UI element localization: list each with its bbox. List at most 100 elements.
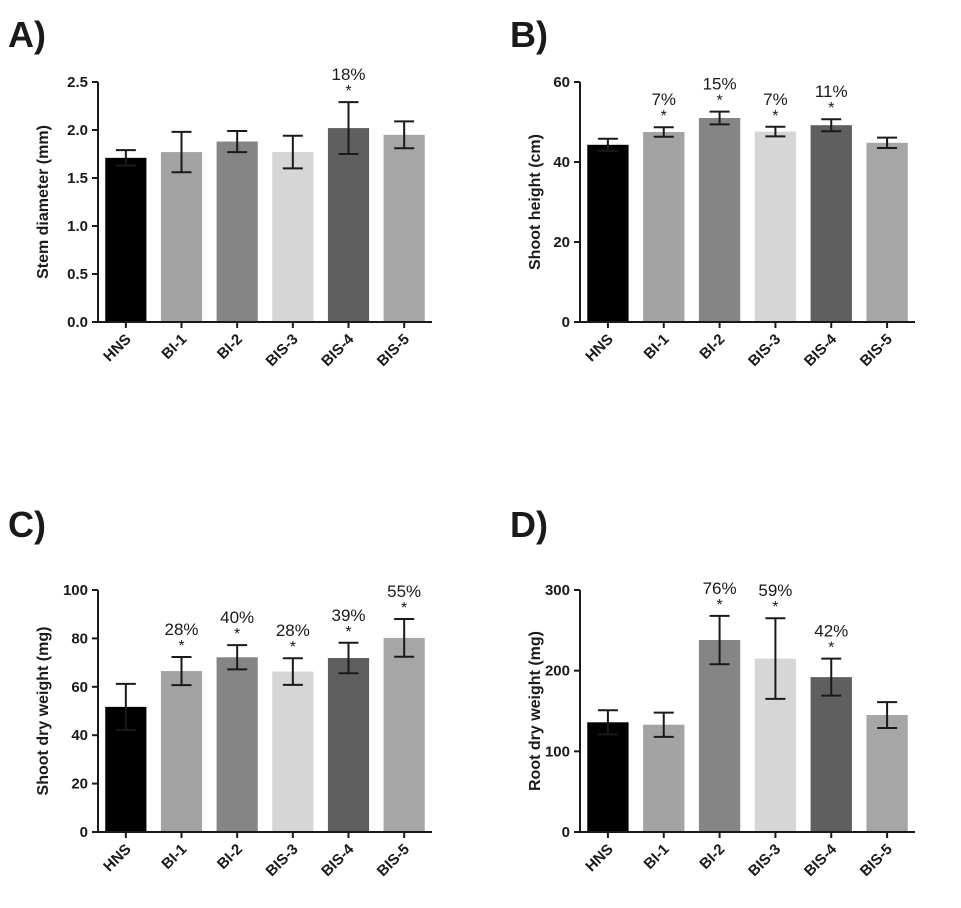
percent-change-label: 7% [763,90,788,109]
bar-hns [105,157,147,322]
significance-star: * [178,638,184,655]
x-tick-label: BI-2 [696,841,728,873]
bar-bis-5 [866,715,908,832]
significance-star: * [772,108,778,125]
bar-bi-2 [216,141,258,322]
percent-change-label: 15% [703,75,737,94]
bar-bi-1 [643,724,685,832]
significance-star: * [345,624,351,641]
percent-change-label: 76% [703,579,737,598]
y-tick-label: 60 [71,679,88,696]
y-tick-label: 40 [71,727,88,744]
percent-change-label: 28% [164,620,198,639]
bar-bis-3 [754,131,797,322]
percent-change-label: 28% [276,621,310,640]
x-tick-label: BI-1 [641,841,673,873]
bar-bis-4 [810,677,852,832]
x-tick-label: HNS [582,841,616,875]
chart-panel-4: D)Root dry weight (mg)HNS BI-1*76%BI-2*59… [510,504,915,880]
x-tick-label: BIS-5 [374,331,413,370]
y-tick-label: 100 [545,743,570,760]
significance-star: * [661,108,667,125]
y-axis-title: Root dry weight (mg) [527,631,544,791]
x-tick-label: HNS [100,841,134,875]
bar-hns [587,722,629,832]
x-tick-label: BIS-4 [801,330,841,370]
y-tick-label: 40 [553,154,570,171]
x-tick-label: HNS [582,331,616,365]
bar-bi-1 [643,132,685,322]
x-tick-label: BIS-3 [745,841,784,880]
significance-star: * [716,93,722,110]
y-tick-label: 0.5 [67,266,88,283]
significance-star: * [716,597,722,614]
bar-bi-2 [698,640,741,832]
x-tick-label: BIS-5 [857,841,896,880]
percent-change-label: 42% [814,622,848,641]
x-tick-label: BI-1 [641,331,673,363]
bar-bis-4 [327,128,370,322]
bar-bis-4 [810,125,852,322]
y-tick-label: 20 [553,234,570,251]
x-tick-label: HNS [100,331,134,365]
y-tick-label: 300 [545,582,570,599]
x-tick-label: BI-1 [158,331,190,363]
y-axis-title: Shoot dry weight (mg) [35,627,52,796]
bar-bis-3 [272,671,314,832]
percent-change-label: 18% [331,65,365,84]
percent-change-label: 39% [331,606,365,625]
significance-star: * [772,599,778,616]
y-tick-label: 0 [562,314,570,331]
y-tick-label: 60 [553,74,570,91]
significance-star: * [828,640,834,657]
y-tick-label: 2.0 [67,122,88,139]
panel-label: D) [510,504,548,545]
panel-label: C) [8,504,46,545]
y-tick-label: 200 [545,663,570,680]
bar-bis-4 [327,658,370,832]
x-tick-label: BI-2 [696,331,728,363]
x-tick-label: BIS-3 [263,331,302,370]
bar-hns [587,144,629,322]
x-tick-label: BI-1 [158,841,190,873]
y-tick-label: 0 [80,824,88,841]
chart-panel-1: A) Stem diameter (mm) HNS BI-1 BI-2 BIS-3 *18%… [8,14,432,370]
y-tick-label: 0 [562,824,570,841]
bar-bis-3 [272,152,314,322]
y-tick-label: 1.5 [67,170,88,187]
y-tick-label: 100 [63,582,88,599]
percent-change-label: 11% [815,82,848,101]
significance-star: * [401,600,407,617]
y-tick-label: 1.0 [67,218,88,235]
bar-bis-5 [866,142,908,322]
bar-bi-1 [160,152,203,322]
y-axis-title: Shoot height (cm) [527,134,544,270]
x-tick-label: BIS-5 [857,331,896,370]
percent-change-label: 7% [651,90,676,109]
y-tick-label: 0.0 [67,314,88,331]
bar-bi-1 [160,671,203,832]
x-tick-label: BIS-3 [745,331,784,370]
percent-change-label: 55% [387,582,421,601]
panel-label: B) [510,14,548,55]
percent-change-label: 40% [220,608,254,627]
significance-star: * [345,83,351,100]
y-tick-label: 20 [71,776,88,793]
x-tick-label: BIS-4 [318,330,358,370]
bar-bis-5 [383,134,425,322]
y-axis-title: Stem diameter (mm) [35,125,52,279]
x-tick-label: BIS-4 [318,840,358,880]
y-tick-label: 2.5 [67,74,88,91]
x-tick-label: BIS-3 [263,841,302,880]
significance-star: * [234,626,240,643]
x-tick-label: BIS-5 [374,841,413,880]
x-tick-label: BI-2 [214,331,246,363]
x-tick-label: BIS-4 [801,840,841,880]
bar-bi-2 [698,118,741,322]
x-tick-label: BI-2 [214,841,246,873]
chart-panel-2: B)Shoot height (cm)HNS*7%BI-1*15%BI-2*7%… [510,14,915,370]
chart-panel-3: C)Shoot dry weight (mg)HNS*28%BI-1*40%BI… [8,504,432,880]
bar-bi-2 [216,657,258,832]
